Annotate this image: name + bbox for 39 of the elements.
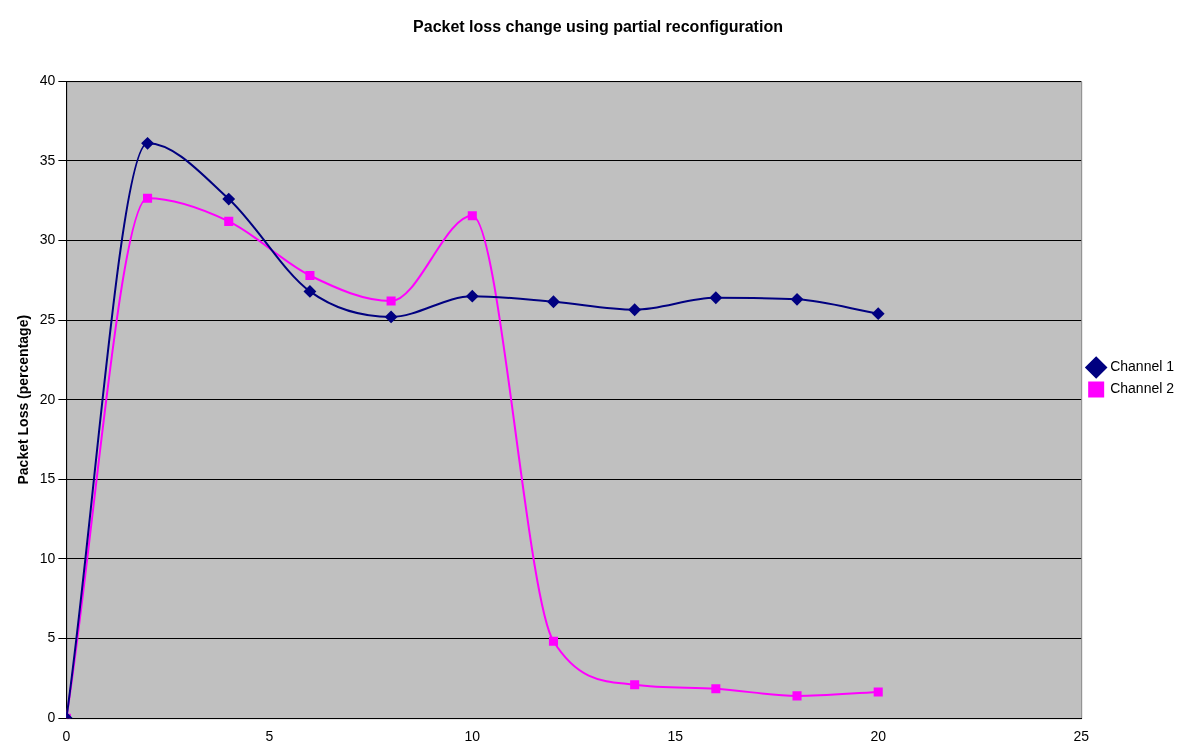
point [791, 293, 804, 306]
point [628, 303, 641, 316]
x-tick-label: 15 [667, 728, 684, 745]
y-tick-label: 40 [39, 72, 56, 89]
y-axis-title: Packet Loss (percentage) [15, 314, 32, 485]
point [222, 193, 235, 206]
point [466, 290, 479, 303]
point [467, 211, 477, 221]
y-tick-label: 15 [39, 470, 56, 487]
y-tick-label: 20 [39, 390, 56, 407]
x-tick-label: 20 [870, 728, 887, 745]
point [873, 687, 883, 697]
chart-title: Packet loss change using partial reconfiguration [413, 18, 783, 36]
legend-label: Channel 1 [1110, 358, 1175, 375]
point [872, 307, 885, 320]
y-tick-label: 35 [39, 151, 56, 168]
y-tick-label: 5 [47, 629, 56, 646]
point [547, 295, 560, 308]
y-tick-label: 30 [39, 231, 56, 248]
x-tick-label: 5 [265, 728, 274, 745]
point [548, 636, 559, 646]
legend-label: Channel 2 [1110, 380, 1175, 397]
x-tick-label: 0 [62, 728, 71, 745]
point [385, 310, 398, 323]
point [303, 285, 316, 298]
y-tick-label: 10 [39, 549, 56, 566]
x-tick-label: 10 [464, 728, 481, 745]
point [709, 291, 722, 304]
point [386, 296, 396, 306]
point [141, 137, 154, 150]
point [630, 680, 640, 690]
point [305, 270, 315, 281]
y-tick-label: 0 [47, 709, 56, 726]
x-tick-label: 25 [1073, 728, 1090, 745]
y-tick-label: 25 [39, 310, 56, 327]
point [143, 193, 153, 203]
point [792, 691, 802, 701]
point [711, 684, 721, 694]
point [224, 216, 234, 226]
